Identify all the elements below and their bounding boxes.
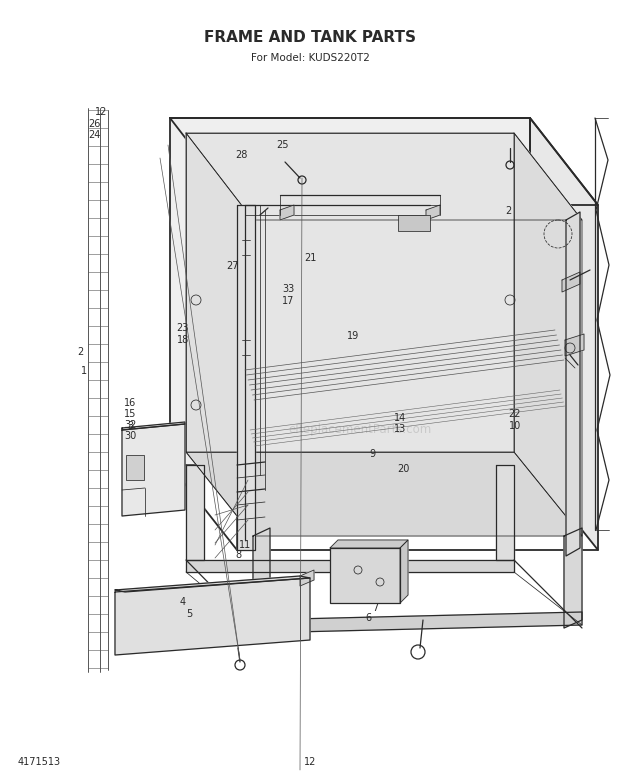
Text: eReplacementParts.com: eReplacementParts.com (288, 424, 432, 436)
Polygon shape (566, 212, 580, 556)
Text: 1: 1 (81, 367, 87, 376)
Polygon shape (115, 578, 310, 655)
Polygon shape (186, 133, 514, 452)
Text: 11: 11 (239, 540, 251, 550)
Polygon shape (186, 452, 582, 536)
Polygon shape (280, 205, 294, 220)
Text: 17: 17 (282, 296, 294, 306)
Text: 4171513: 4171513 (18, 757, 61, 767)
Polygon shape (514, 133, 582, 536)
Polygon shape (170, 118, 530, 465)
Polygon shape (186, 465, 204, 560)
FancyBboxPatch shape (330, 548, 400, 603)
Polygon shape (186, 560, 514, 572)
Polygon shape (253, 528, 270, 628)
Text: 7: 7 (372, 604, 378, 613)
Text: 32: 32 (124, 420, 136, 429)
Text: 5: 5 (186, 609, 192, 619)
Polygon shape (565, 334, 584, 356)
Bar (126, 455, 144, 480)
Text: 10: 10 (508, 421, 521, 431)
Text: 25: 25 (276, 140, 288, 149)
Text: 9: 9 (369, 449, 375, 458)
Text: 12: 12 (304, 757, 316, 767)
Bar (398, 215, 430, 231)
Polygon shape (253, 612, 582, 633)
Polygon shape (300, 570, 314, 586)
Text: 30: 30 (124, 432, 136, 441)
Text: 8: 8 (236, 551, 242, 560)
Polygon shape (237, 205, 255, 550)
Text: 24: 24 (89, 130, 101, 139)
Polygon shape (170, 118, 598, 205)
Text: 22: 22 (508, 410, 521, 419)
Text: 15: 15 (124, 410, 136, 419)
Text: 13: 13 (394, 424, 406, 433)
Text: 33: 33 (282, 285, 294, 294)
Polygon shape (400, 540, 408, 603)
Text: 16: 16 (124, 398, 136, 407)
Text: For Model: KUDS220T2: For Model: KUDS220T2 (250, 53, 370, 63)
Text: 27: 27 (226, 261, 239, 271)
Text: 28: 28 (236, 150, 248, 160)
Text: 4: 4 (180, 597, 186, 607)
Polygon shape (186, 133, 582, 220)
Text: 19: 19 (347, 332, 360, 341)
Polygon shape (530, 118, 598, 550)
Text: 3: 3 (127, 421, 133, 431)
Text: 14: 14 (394, 414, 406, 423)
Text: 23: 23 (177, 324, 189, 333)
Polygon shape (564, 528, 582, 628)
Polygon shape (186, 133, 253, 536)
Text: 12: 12 (95, 107, 107, 117)
Text: 18: 18 (177, 335, 189, 345)
Polygon shape (562, 272, 580, 292)
Text: 6: 6 (366, 613, 372, 622)
Polygon shape (426, 205, 440, 220)
Text: 20: 20 (397, 465, 409, 474)
Polygon shape (122, 422, 185, 430)
Text: 21: 21 (304, 253, 316, 263)
Text: 2: 2 (78, 347, 84, 357)
Polygon shape (496, 465, 514, 560)
Text: 2: 2 (505, 206, 511, 216)
Text: 26: 26 (89, 119, 101, 128)
Polygon shape (122, 424, 185, 516)
Polygon shape (330, 540, 408, 548)
Polygon shape (115, 576, 310, 592)
Text: FRAME AND TANK PARTS: FRAME AND TANK PARTS (204, 30, 416, 45)
